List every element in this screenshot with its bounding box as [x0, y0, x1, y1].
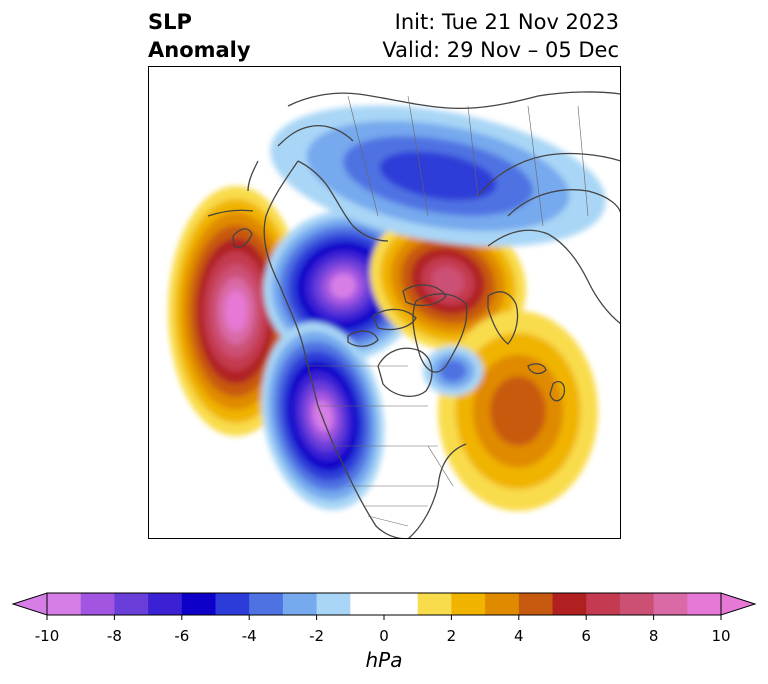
- title-line-1: SLP: [148, 10, 192, 34]
- colorbar-swatch: [350, 593, 385, 615]
- colorbar-swatch: [619, 593, 655, 615]
- colorbar-ticks: -10 -8 -6 -4 -2 0 2 4 6 8 10: [35, 615, 731, 645]
- colorbar-tick-label: 8: [649, 627, 659, 645]
- map-title: SLP Anomaly: [148, 8, 251, 64]
- anomaly-contour-band: [329, 273, 357, 299]
- colorbar-swatch: [282, 593, 318, 615]
- colorbar-swatch: [215, 593, 250, 615]
- colorbar-swatch: [181, 593, 216, 615]
- colorbar-swatch: [384, 593, 419, 615]
- colorbar: -10 -8 -6 -4 -2 0 2 4 6 8 10 hPa: [11, 592, 757, 672]
- map-frame: [148, 66, 621, 539]
- arctic-negative-anomaly: [263, 210, 423, 362]
- colorbar-swatch: [552, 593, 587, 615]
- colorbar-tick-label: 0: [379, 627, 389, 645]
- anomaly-contour-band: [431, 266, 465, 296]
- anomaly-contour-band: [490, 376, 546, 446]
- colorbar-unit-label: hPa: [366, 648, 403, 672]
- colorbar-tick-label: -4: [242, 627, 257, 645]
- colorbar-swatch: [47, 593, 82, 615]
- eurasia-negative-anomaly: [270, 105, 606, 247]
- colorbar-swatch: [687, 593, 722, 615]
- anomaly-contour-band: [312, 400, 334, 432]
- siberia-positive-anomaly: [370, 210, 526, 352]
- init-date: Init: Tue 21 Nov 2023: [394, 10, 619, 34]
- colorbar-swatch: [451, 593, 486, 615]
- anomaly-contour-band: [439, 359, 467, 383]
- colorbar-swatch: [80, 593, 115, 615]
- colorbar-swatch: [518, 593, 553, 615]
- colorbar-swatch: [114, 593, 149, 615]
- anomaly-contour-band: [224, 290, 248, 332]
- anomaly-map: [148, 66, 621, 539]
- coastlines: [207, 91, 621, 539]
- anomaly-contours: [168, 105, 606, 511]
- colorbar-swatch: [249, 593, 284, 615]
- colorbar-swatch: [417, 593, 452, 615]
- colorbar-swatch: [148, 593, 183, 615]
- colorbar-swatch: [653, 593, 688, 615]
- colorbar-tick-label: -2: [309, 627, 324, 645]
- colorbar-swatches: [47, 593, 722, 615]
- colorbar-tick-label: -10: [35, 627, 60, 645]
- colorbar-extend-high: [720, 592, 757, 616]
- colorbar-tick-label: 4: [514, 627, 524, 645]
- forecast-dates: Init: Tue 21 Nov 2023 Valid: 29 Nov – 05…: [382, 8, 619, 64]
- colorbar-swatch: [485, 593, 520, 615]
- colorbar-swatch: [586, 593, 621, 615]
- country-borders: [308, 95, 589, 527]
- colorbar-tick-label: 6: [581, 627, 591, 645]
- colorbar-extend-low: [11, 592, 48, 616]
- western-north-america-negative-anomaly: [261, 321, 385, 511]
- title-line-2: Anomaly: [148, 38, 251, 62]
- anomaly-contour-band: [379, 151, 497, 201]
- colorbar-tick-label: -8: [107, 627, 122, 645]
- north-atlantic-positive-anomaly: [438, 311, 598, 511]
- colorbar-tick-label: 2: [447, 627, 457, 645]
- colorbar-tick-label: -6: [174, 627, 189, 645]
- colorbar-tick-label: 10: [711, 627, 730, 645]
- valid-range: Valid: 29 Nov – 05 Dec: [382, 38, 619, 62]
- colorbar-swatch: [316, 593, 351, 615]
